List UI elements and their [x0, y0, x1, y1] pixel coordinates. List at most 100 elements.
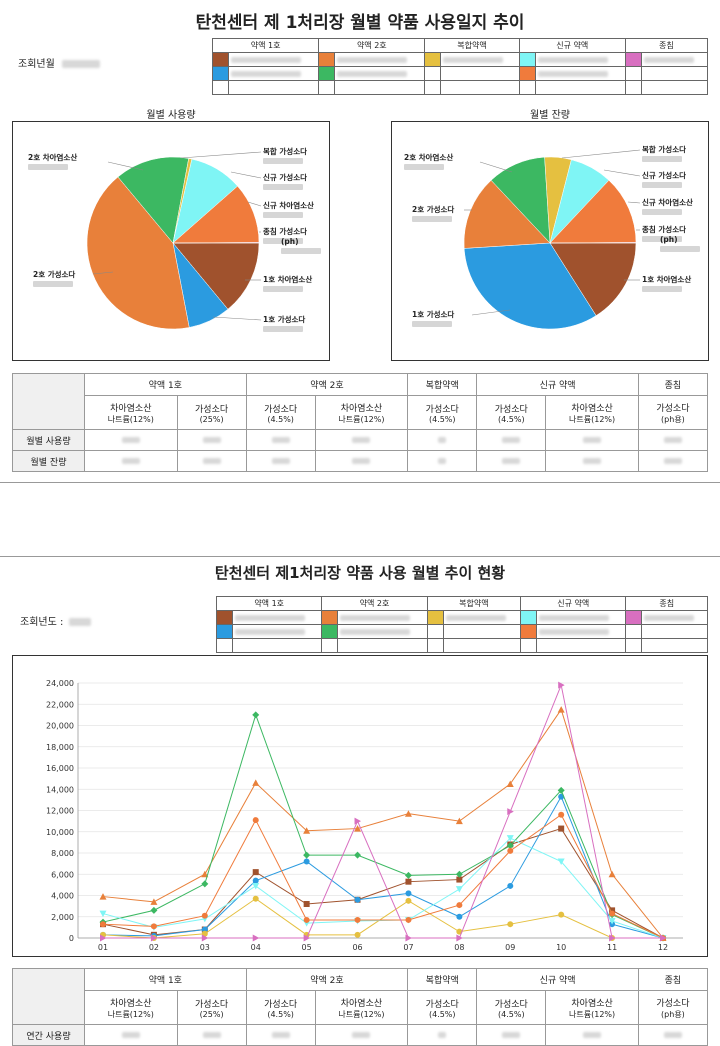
value-cell — [637, 1024, 709, 1046]
legend-table: 약액 1호 약액 2호 복합약액 신규 약액 종침 — [211, 38, 709, 95]
legend-header: 종침 — [625, 596, 708, 611]
series-line — [102, 795, 664, 939]
data-point — [455, 886, 463, 893]
value-cell — [245, 1024, 316, 1046]
data-point — [507, 808, 514, 816]
data-point — [99, 893, 107, 900]
value-cell — [314, 429, 409, 451]
pie-leader-line — [212, 316, 262, 321]
pie-leader-line — [627, 201, 641, 204]
series-line — [103, 683, 663, 939]
pie-value-blur — [263, 238, 303, 244]
pie-label: 2호 차아염소산 — [28, 152, 77, 162]
x-tick-label: 07 — [403, 943, 413, 952]
data-point — [455, 817, 463, 825]
pie-leader-line — [603, 169, 641, 177]
y-tick-label: 22,000 — [46, 700, 74, 709]
pie-label: 1호 차아염소산 — [642, 274, 691, 284]
x-tick-label: 04 — [251, 943, 261, 952]
data-point — [252, 817, 259, 824]
value-cell — [245, 450, 316, 472]
corner-cell — [12, 968, 85, 1025]
value-cell — [176, 1024, 247, 1046]
x-tick-label: 03 — [200, 943, 210, 952]
data-point — [506, 842, 514, 850]
pie-chart-remaining: 2호 차아염소산 2호 가성소다 1호 가성소다 복합 가성소다 신규 가성소다 신규 차… — [391, 121, 709, 361]
sub-header-line: 나트륨(12%) — [338, 414, 385, 424]
data-point — [558, 811, 565, 818]
sub-header-line: 나트륨(12%) — [338, 1009, 385, 1019]
y-tick-label: 6,000 — [51, 870, 74, 879]
data-point — [609, 910, 616, 917]
row-header: 연간 사용량 — [12, 1024, 85, 1046]
pie-leader-line — [479, 161, 513, 173]
value-cell — [314, 450, 409, 472]
sub-header-line: 가성소다 — [264, 999, 298, 1010]
y-tick-label: 12,000 — [46, 807, 74, 816]
data-point — [558, 825, 565, 832]
value-cell — [84, 450, 178, 472]
sub-header-line: 나트륨(12%) — [107, 1009, 154, 1019]
sub-header-line: 가성소다 — [494, 999, 528, 1010]
data-point — [557, 858, 565, 865]
data-point — [201, 880, 209, 888]
data-point — [507, 921, 514, 928]
data-point — [150, 898, 158, 905]
pie-label: 2호 차아염소산 — [404, 152, 453, 162]
data-point — [252, 711, 260, 719]
y-tick-label: 0 — [69, 934, 74, 943]
sub-header-line: 나트륨(12%) — [107, 414, 154, 424]
legend-header: 신규 약액 — [520, 596, 627, 611]
sub-header-line: 가성소다 — [656, 403, 690, 414]
series-line — [102, 814, 664, 939]
sub-header-line: 차아염소산 — [110, 403, 152, 414]
value-cell — [245, 429, 316, 451]
legend-table-2: 약액 1호 약액 2호 복합약액 신규 약액 종침 — [215, 596, 708, 653]
pie-value-blur — [263, 184, 303, 190]
sub-header: 가성소다 (ph용) — [637, 395, 709, 430]
legend-header: 약액 1호 — [215, 596, 323, 611]
data-point — [608, 870, 616, 878]
value-cell — [407, 429, 478, 451]
pie-slice — [172, 242, 260, 310]
sub-header-line: (4.5%) — [428, 414, 456, 424]
y-tick-label: 16,000 — [46, 764, 74, 773]
data-point — [303, 934, 311, 942]
sub-header: 차아염소산 나트륨(12%) — [545, 395, 639, 430]
pie-title-remaining: 월별 잔량 — [530, 110, 570, 121]
legend-header: 신규 약액 — [518, 38, 626, 53]
y-tick-label: 20,000 — [46, 722, 74, 731]
pie-label: 신규 가성소다 — [263, 172, 307, 182]
group-header: 약액 2호 — [245, 968, 409, 991]
legend-header: 약액 1호 — [211, 38, 320, 53]
sub-header-line: 차아염소산 — [571, 403, 613, 414]
pie-leader-line — [107, 161, 144, 171]
y-tick-label: 2,000 — [51, 913, 74, 922]
page-title: 탄천센터 제 1처리장 월별 약품 사용일지 추이 — [195, 13, 525, 33]
x-tick-label: 08 — [454, 943, 464, 952]
legend-header: 약액 2호 — [321, 596, 428, 611]
value-cell — [407, 450, 478, 472]
value-cell — [84, 429, 178, 451]
series-line — [102, 837, 664, 939]
sub-header: 가성소다 (4.5%) — [476, 990, 547, 1025]
pie-value-blur — [642, 209, 682, 215]
y-tick-label: 4,000 — [51, 892, 74, 901]
pie-value-blur — [660, 246, 700, 252]
data-point — [404, 810, 412, 817]
pie-slice — [549, 242, 637, 244]
x-tick-label: 02 — [149, 943, 159, 952]
x-tick-label: 10 — [556, 943, 566, 952]
data-point — [252, 895, 259, 902]
series-line — [102, 713, 664, 939]
pie-slice — [463, 179, 551, 249]
value-cell — [84, 1024, 178, 1046]
data-point — [405, 890, 412, 897]
pie-value-blur — [412, 321, 452, 327]
sub-header: 차아염소산 나트륨(12%) — [314, 395, 409, 430]
data-point — [100, 934, 107, 942]
page-title-2: 탄천센터 제1처리장 약품 사용 월별 추이 현황 — [214, 564, 506, 582]
sub-header-line: 나트륨(12%) — [569, 414, 616, 424]
data-point — [354, 825, 362, 832]
data-point — [150, 906, 158, 914]
